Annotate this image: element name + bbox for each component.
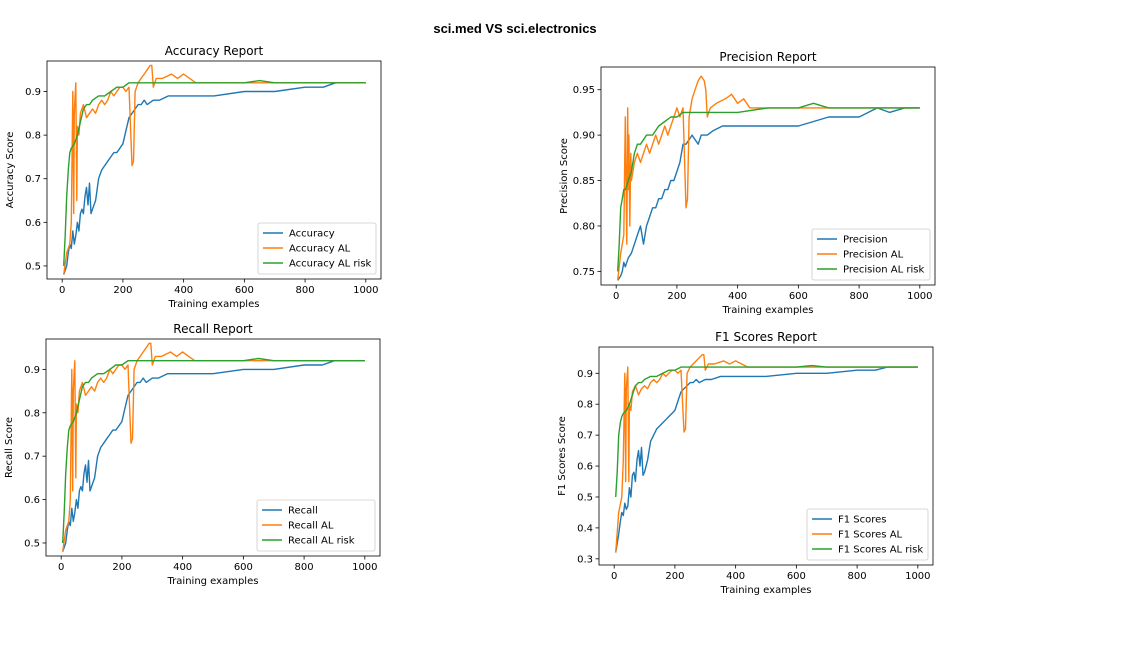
x-tick-label: 800 (296, 285, 315, 296)
y-tick-label: 0.75 (573, 267, 595, 278)
legend: Precision Precision AL Precision AL risk (811, 228, 931, 281)
y-tick-label: 0.7 (577, 431, 593, 442)
y-axis-label: Recall Score (4, 417, 15, 478)
x-tick-label: 1000 (353, 285, 378, 296)
series-line-1 (63, 82, 366, 275)
subplot-f1-scores-report: F1 Scores Report 0 200 400 600 800 1000 0.3 0.4 0… (557, 330, 934, 596)
legend-box (257, 222, 377, 275)
x-tick-label: 0 (58, 562, 64, 573)
y-axis-label: F1 Scores Score (557, 416, 568, 496)
x-tick-label: 200 (112, 562, 131, 573)
legend-label: Precision AL (843, 250, 904, 261)
series-line-3 (63, 79, 366, 266)
legend-box (256, 499, 376, 552)
y-tick-label: 0.6 (24, 495, 40, 506)
x-tick-label: 1000 (352, 562, 377, 573)
legend-label: F1 Scores (838, 515, 887, 526)
x-axis-label: Training examples (167, 576, 259, 587)
legend-label: Accuracy AL (289, 244, 351, 255)
x-axis-label: Training examples (720, 585, 812, 596)
series-line-3 (615, 364, 918, 498)
legend-label: Accuracy (289, 229, 335, 240)
subplot-recall-report: Recall Report 0 200 400 600 800 1000 0.5 0.6 0.7 0… (4, 322, 381, 587)
series-line-3 (62, 357, 365, 544)
y-tick-label: 0.90 (573, 131, 595, 142)
axes-frame (598, 346, 934, 566)
x-tick-label: 600 (234, 562, 253, 573)
legend-label: Accuracy AL risk (289, 259, 372, 270)
chart-title: F1 Scores Report (715, 330, 817, 344)
legend: Accuracy Accuracy AL Accuracy AL risk (257, 222, 377, 275)
y-tick-label: 0.8 (25, 131, 41, 142)
series-line-1 (62, 360, 365, 552)
series-line-3 (617, 102, 920, 272)
legend: Recall Recall AL Recall AL risk (256, 499, 376, 552)
series-line-1 (617, 107, 920, 281)
x-tick-label: 400 (173, 562, 192, 573)
legend-label: Recall AL (288, 521, 334, 532)
y-tick-label: 0.95 (573, 85, 595, 96)
x-tick-label: 600 (235, 285, 254, 296)
y-tick-label: 0.80 (573, 221, 595, 232)
x-tick-label: 200 (665, 571, 684, 582)
legend-label: F1 Scores AL (838, 530, 903, 541)
x-tick-label: 600 (789, 291, 808, 302)
x-tick-label: 400 (726, 571, 745, 582)
axes-frame (46, 60, 382, 280)
x-tick-label: 800 (848, 571, 867, 582)
y-tick-label: 0.5 (577, 492, 593, 503)
series-line-2 (617, 75, 920, 281)
legend-label: Precision AL risk (843, 265, 924, 276)
x-tick-label: 0 (611, 571, 617, 582)
y-tick-label: 0.85 (573, 176, 595, 187)
y-tick-label: 0.7 (24, 452, 40, 463)
y-tick-label: 0.8 (24, 408, 40, 419)
y-tick-label: 0.6 (25, 218, 41, 229)
x-tick-label: 1000 (905, 571, 930, 582)
legend-box (811, 228, 931, 281)
chart-title: Accuracy Report (165, 44, 264, 58)
y-tick-label: 0.8 (577, 400, 593, 411)
y-tick-label: 0.5 (24, 538, 40, 549)
chart-title: Precision Report (719, 50, 816, 64)
y-tick-label: 0.9 (577, 369, 593, 380)
series-line-1 (615, 366, 918, 553)
y-tick-label: 0.3 (577, 554, 593, 565)
y-axis-label: Precision Score (559, 138, 570, 214)
x-axis-label: Training examples (168, 299, 260, 310)
x-axis-label: Training examples (722, 305, 814, 316)
legend-label: F1 Scores AL risk (838, 545, 923, 556)
x-tick-label: 800 (295, 562, 314, 573)
y-tick-label: 0.9 (25, 87, 41, 98)
x-tick-label: 0 (613, 291, 619, 302)
y-tick-label: 0.9 (24, 365, 40, 376)
y-axis-label: Accuracy Score (5, 132, 16, 209)
figure-title: sci.med VS sci.electronics (433, 21, 597, 36)
x-tick-label: 400 (728, 291, 747, 302)
axes-frame (45, 338, 381, 557)
x-tick-label: 0 (59, 285, 65, 296)
legend-label: Recall AL risk (288, 536, 355, 547)
legend: F1 Scores F1 Scores AL F1 Scores AL risk (806, 508, 929, 561)
chart-title: Recall Report (173, 322, 253, 336)
legend-box (806, 508, 929, 561)
x-tick-label: 1000 (907, 291, 932, 302)
y-tick-label: 0.5 (25, 261, 41, 272)
x-tick-label: 800 (850, 291, 869, 302)
y-tick-label: 0.4 (577, 523, 593, 534)
y-tick-label: 0.7 (25, 174, 41, 185)
axes-frame (600, 66, 936, 286)
legend-label: Precision (843, 235, 888, 246)
x-tick-label: 200 (667, 291, 686, 302)
subplot-accuracy-report: Accuracy Report 0 200 400 600 800 1000 0.5 0.6 0.… (5, 44, 382, 310)
x-tick-label: 200 (113, 285, 132, 296)
y-tick-label: 0.6 (577, 462, 593, 473)
legend-label: Recall (288, 506, 318, 517)
subplot-precision-report: Precision Report 0 200 400 600 800 1000 0.75 0.8… (559, 50, 936, 316)
x-tick-label: 600 (787, 571, 806, 582)
x-tick-label: 400 (174, 285, 193, 296)
